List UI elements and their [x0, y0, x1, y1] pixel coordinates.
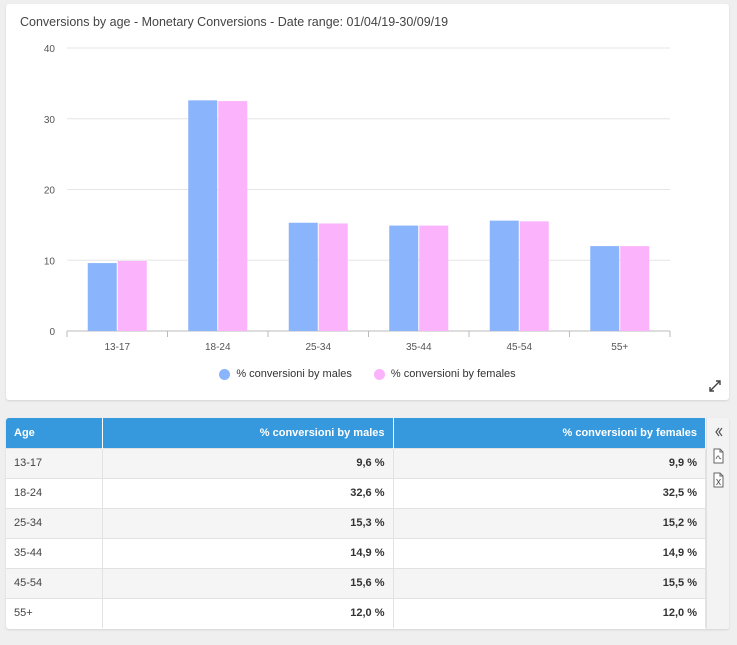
legend-dot-males: [219, 368, 231, 380]
data-table: Age % conversioni by males % conversioni…: [6, 418, 706, 628]
table-row: 35-44 14,9 % 14,9 %: [6, 537, 706, 568]
cell-age: 13-17: [6, 447, 103, 478]
cell-males: 12,0 %: [102, 597, 394, 628]
cell-males: 9,6 %: [102, 447, 394, 478]
chart-legend: % conversioni by males % conversioni by …: [6, 368, 729, 380]
x-tick-label: 55+: [611, 342, 628, 353]
excel-export-icon[interactable]: [707, 468, 729, 492]
x-tick-label: 45-54: [506, 342, 532, 353]
table-side-toolbar: [706, 418, 729, 629]
y-tick-label: 10: [44, 256, 56, 267]
legend-item-females[interactable]: % conversioni by females: [373, 368, 516, 380]
expand-icon[interactable]: [708, 379, 722, 393]
cell-females: 9,9 %: [393, 447, 706, 478]
legend-dot-females: [373, 368, 385, 380]
chart-title: Conversions by age - Monetary Conversion…: [20, 15, 449, 29]
bar-females: [117, 260, 147, 331]
table-row: 45-54 15,6 % 15,5 %: [6, 567, 706, 598]
bar-females: [419, 225, 449, 331]
x-tick-label: 18-24: [205, 342, 231, 353]
column-header-age[interactable]: Age: [6, 418, 103, 448]
cell-females: 15,5 %: [393, 567, 706, 598]
bar-males: [87, 263, 117, 331]
table-row: 25-34 15,3 % 15,2 %: [6, 507, 706, 538]
cell-males: 32,6 %: [102, 477, 394, 508]
y-tick-label: 30: [44, 115, 56, 126]
cell-age: 18-24: [6, 477, 103, 508]
column-header-females[interactable]: % conversioni by females: [393, 418, 706, 448]
bar-males: [489, 220, 519, 331]
bar-males: [288, 222, 318, 331]
bar-males: [188, 100, 218, 331]
bar-males: [590, 246, 620, 331]
cell-males: 15,6 %: [102, 567, 394, 598]
y-tick-label: 0: [49, 327, 55, 338]
bar-chart: 0 10 20 30 40 13-17 18-24 25-34 35-44 45-54 55+: [44, 44, 671, 353]
cell-age: 35-44: [6, 537, 103, 568]
column-header-males[interactable]: % conversioni by males: [102, 418, 394, 448]
cell-males: 14,9 %: [102, 537, 394, 568]
table-header-row: Age % conversioni by males % conversioni…: [6, 418, 706, 448]
x-tick-label: 25-34: [305, 342, 331, 353]
y-tick-label: 40: [44, 44, 56, 55]
table-row: 13-17 9,6 % 9,9 %: [6, 447, 706, 478]
bar-females: [218, 101, 248, 331]
x-tick-label: 13-17: [104, 342, 130, 353]
pdf-export-icon[interactable]: [707, 444, 729, 468]
bar-females: [318, 223, 348, 331]
legend-item-males[interactable]: % conversioni by males: [219, 368, 352, 380]
legend-label-males: % conversioni by males: [236, 368, 352, 380]
x-tick-label: 35-44: [406, 342, 432, 353]
cell-males: 15,3 %: [102, 507, 394, 538]
cell-age: 45-54: [6, 567, 103, 598]
cell-females: 14,9 %: [393, 537, 706, 568]
cell-age: 55+: [6, 597, 103, 628]
legend-label-females: % conversioni by females: [390, 368, 516, 380]
cell-females: 12,0 %: [393, 597, 706, 628]
chevrons-left-icon[interactable]: [707, 420, 729, 444]
bar-males: [389, 225, 419, 331]
chart-card: Conversions by age - Monetary Conversion…: [6, 4, 729, 400]
bar-females: [620, 246, 650, 331]
cell-age: 25-34: [6, 507, 103, 538]
table-row: 55+ 12,0 % 12,0 %: [6, 597, 706, 628]
table-row: 18-24 32,6 % 32,5 %: [6, 477, 706, 508]
y-tick-label: 20: [44, 186, 56, 197]
data-table-card: Age % conversioni by males % conversioni…: [6, 418, 729, 629]
cell-females: 32,5 %: [393, 477, 706, 508]
cell-females: 15,2 %: [393, 507, 706, 538]
bar-females: [519, 221, 549, 331]
